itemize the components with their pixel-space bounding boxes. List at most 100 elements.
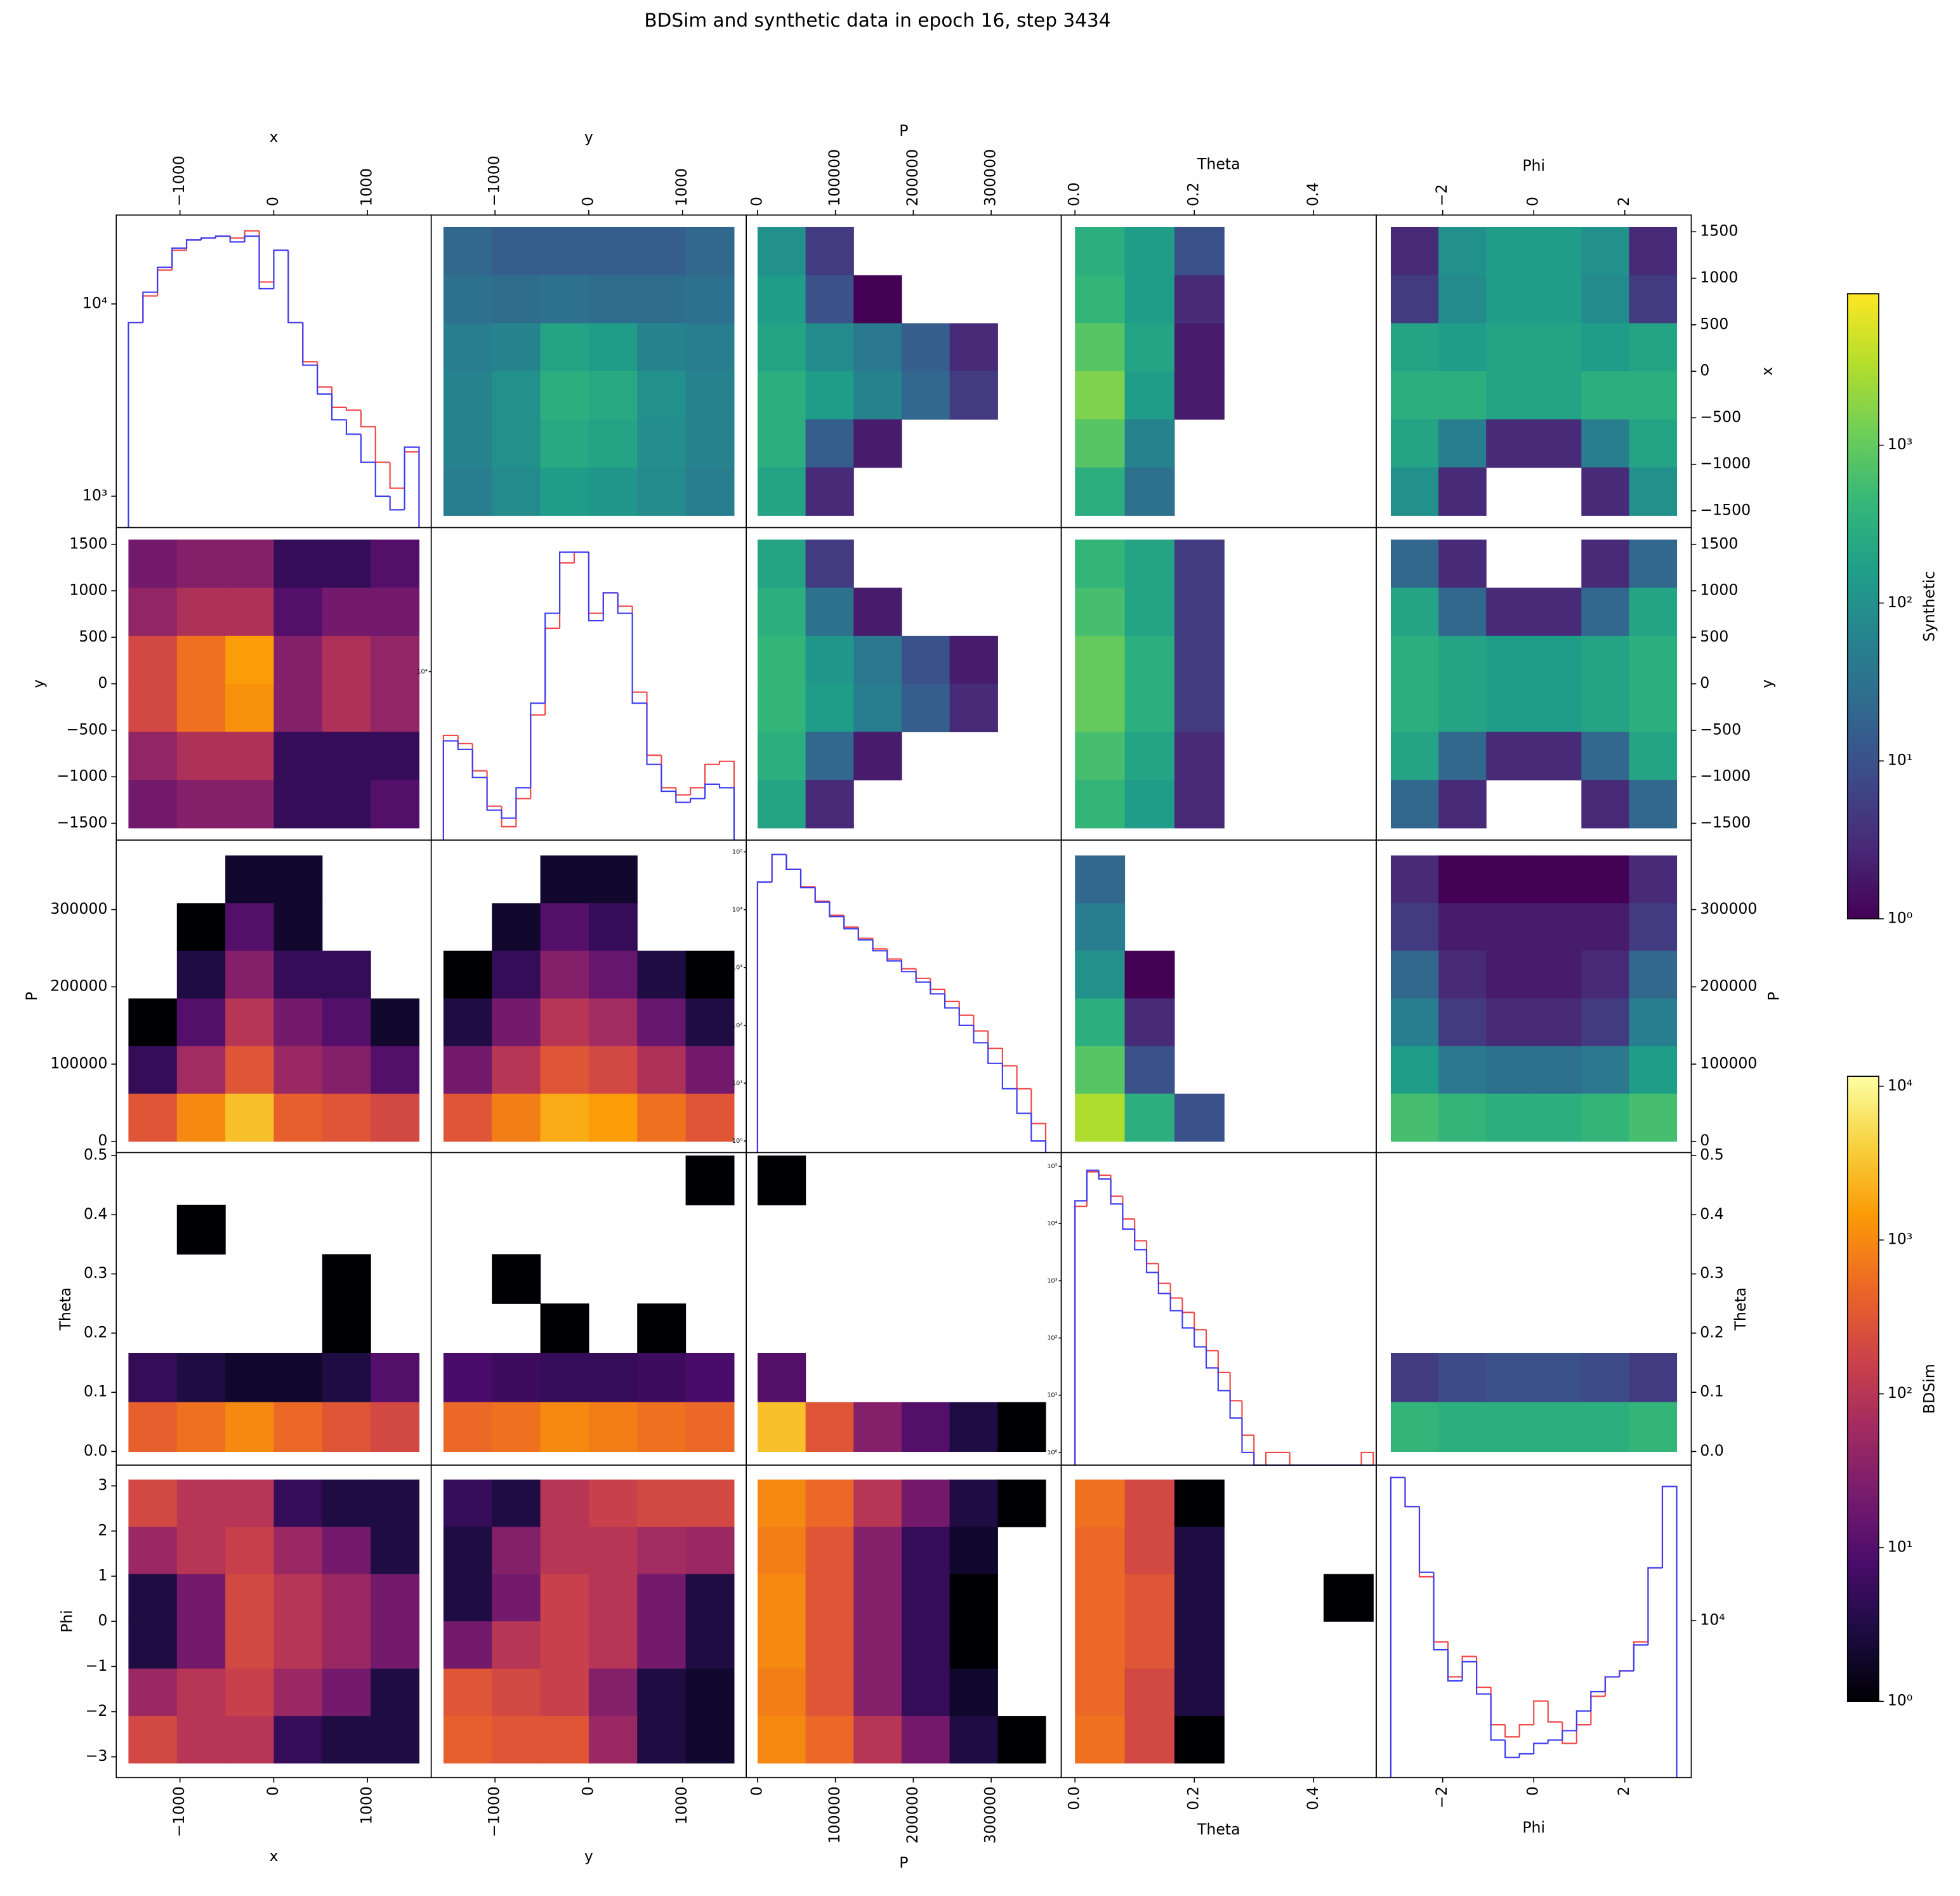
x-axis-label: x [269, 1847, 278, 1865]
hist2d-cell [588, 323, 638, 372]
hist-step [857, 928, 873, 941]
hist2d-cell [1629, 323, 1678, 372]
hist-step [515, 787, 531, 819]
hist2d-cell [1323, 1574, 1374, 1622]
hist2d-cell [371, 1046, 420, 1095]
hist2d-cell [1075, 323, 1126, 372]
hist2d-cell [588, 1093, 638, 1142]
hist2d-cell [492, 371, 541, 420]
hist-step [471, 749, 487, 779]
hist-step [544, 612, 560, 704]
hist2d-cell [176, 1574, 226, 1622]
hist2d-cell [805, 780, 854, 829]
hist2d-cell [176, 1716, 226, 1764]
hist2d-cell [492, 1574, 541, 1622]
x-tick-label: 300000 [982, 149, 999, 206]
hist2d-cell [949, 323, 998, 372]
hist-step [675, 791, 691, 803]
hist-step [1490, 1694, 1506, 1741]
hist-step [1476, 1661, 1491, 1695]
hist2d-cell [1629, 1093, 1678, 1142]
hist2d-cell [1390, 635, 1439, 685]
hist2d-cell [1075, 1527, 1126, 1575]
hist2d-cell [1390, 732, 1439, 780]
hist-step [872, 940, 888, 952]
hist2d-cell [757, 1155, 806, 1206]
hist2d-cell [637, 1668, 687, 1716]
hist2d-cell [443, 1046, 492, 1095]
hist-step [588, 552, 603, 622]
hist2d-cell [685, 419, 735, 468]
colorbar-tick-label: 10¹ [1888, 1537, 1913, 1555]
hist-step [1074, 1200, 1087, 1465]
y-tick-label: 0.3 [84, 1264, 108, 1282]
hist2d-cell [588, 1527, 638, 1575]
hist2d-cell [1390, 903, 1439, 951]
hist2d-cell [853, 1716, 902, 1764]
hist2d-cell [443, 1668, 492, 1716]
hist-step [930, 982, 945, 995]
y-tick-label: 3 [98, 1476, 107, 1494]
hist2d-cell [1124, 323, 1175, 372]
hist2d-cell [853, 1402, 902, 1452]
hist2d-cell [540, 1527, 589, 1575]
hist-step [345, 419, 361, 435]
hist2d-cell [443, 323, 492, 372]
hist2d-cell [540, 903, 589, 951]
hist2d-cell [225, 732, 275, 780]
y-tick-label: 0.0 [1700, 1442, 1724, 1459]
hist-step [360, 410, 376, 428]
hist2d-cell [443, 951, 492, 999]
hist2d-cell [685, 1352, 735, 1403]
hist-step [442, 740, 458, 840]
hist2d-cell [853, 635, 902, 685]
y-tick-label: 0 [98, 1131, 107, 1149]
hist2d-cell [540, 1303, 589, 1353]
hist-step [200, 237, 216, 240]
hist2d-cell [176, 1093, 226, 1142]
hist2d-cell [176, 539, 226, 588]
hist2d-cell [1390, 1093, 1439, 1142]
x-tick-label: 0.2 [1185, 183, 1202, 207]
hist2d-cell [443, 467, 492, 516]
hist2d-cell [128, 539, 178, 588]
hist2d-cell [371, 1352, 420, 1403]
hist2d-cell [949, 1402, 998, 1452]
hist2d-cell [1390, 780, 1439, 829]
hist2d-cell [273, 1574, 323, 1622]
hist-step [157, 267, 173, 293]
hist2d-cell [853, 1527, 902, 1575]
hist2d-cell [1075, 1479, 1126, 1527]
hist2d-cell [273, 683, 323, 732]
x-tick-label: 100000 [825, 1786, 843, 1843]
hist2d-cell [588, 1352, 638, 1403]
hist2d-cell [1438, 323, 1487, 372]
hist2d-cell [1438, 951, 1487, 999]
y-tick-label: −500 [1700, 408, 1741, 426]
hist2d-cell [997, 1402, 1046, 1452]
hist2d-cell [128, 732, 178, 780]
hist2d-cell [176, 588, 226, 636]
hist-step [1016, 1088, 1032, 1114]
hist2d-cell [901, 1479, 950, 1527]
x-tick-label: 1000 [673, 168, 690, 206]
hist2d-cell [371, 635, 420, 685]
hist2d-cell [492, 227, 541, 276]
hist2d-cell [1124, 1668, 1175, 1716]
hist2d-cell [1534, 1046, 1582, 1095]
x-tick-label: 2 [1615, 1786, 1633, 1796]
hist2d-cell [1174, 588, 1225, 636]
hist2d-cell [1486, 903, 1534, 951]
hist2d-cell [1174, 1668, 1225, 1716]
hist2d-cell [1438, 1402, 1487, 1452]
hist2d-cell [443, 1479, 492, 1527]
hist-step [756, 881, 772, 1153]
hist2d-cell [1486, 227, 1534, 276]
colorbar-tick-label: 10⁰ [1888, 909, 1913, 927]
hist2d-cell [637, 419, 687, 468]
hist2d-cell [757, 1402, 806, 1452]
hist2d-cell [637, 1574, 687, 1622]
y-tick-label: 10⁰ [732, 1138, 743, 1145]
y-tick-label: 1500 [69, 534, 107, 552]
hist2d-cell [1124, 635, 1175, 685]
